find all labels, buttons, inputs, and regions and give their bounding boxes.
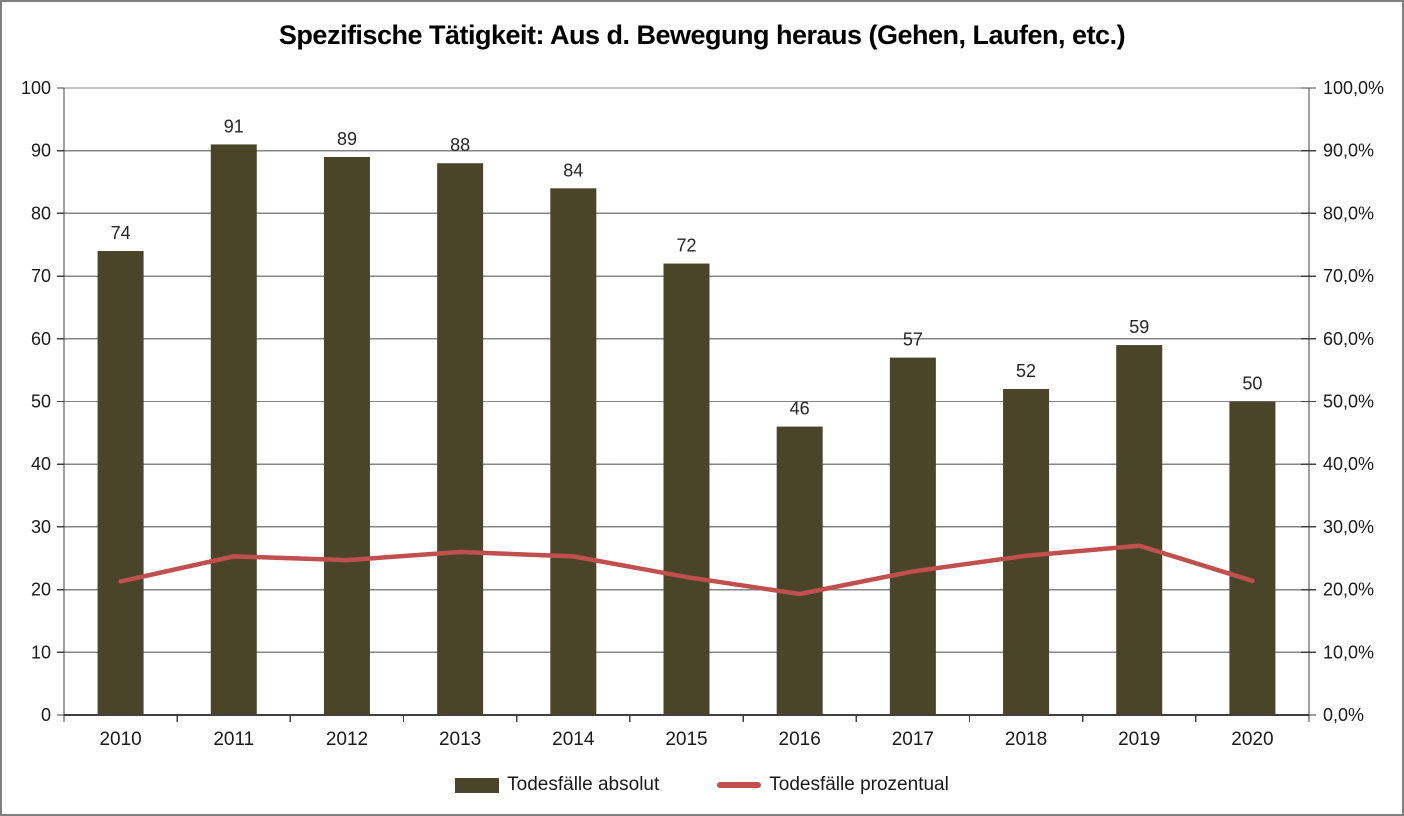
- bar-2019: [1116, 345, 1163, 715]
- right-axis-label-3: 30,0%: [1323, 517, 1374, 537]
- right-axis-label-9: 90,0%: [1323, 141, 1374, 161]
- bar-2012: [323, 156, 370, 716]
- chart-title: Spezifische Tätigkeit: Aus d. Bewegung h…: [278, 20, 1126, 50]
- bar-2017: [889, 357, 936, 715]
- left-axis-label-40: 40: [31, 454, 51, 474]
- right-axis-label-7: 70,0%: [1323, 266, 1374, 286]
- bar-label-2013: 88: [450, 135, 470, 155]
- bar-label-2019: 59: [1129, 317, 1149, 337]
- legend-bar-swatch: [455, 777, 500, 793]
- left-axis-label-70: 70: [31, 266, 51, 286]
- bar-2015: [663, 263, 710, 715]
- x-axis-label-2012: 2012: [326, 729, 368, 750]
- bar-label-2010: 74: [111, 223, 131, 243]
- right-axis-label-2: 20,0%: [1323, 580, 1374, 600]
- left-axis-label-80: 80: [31, 203, 51, 223]
- bar-label-2011: 91: [224, 116, 244, 136]
- x-axis-label-2011: 2011: [213, 729, 254, 750]
- bar-2016: [776, 426, 823, 715]
- left-axis-label-60: 60: [31, 329, 51, 349]
- bar-2013: [437, 163, 484, 716]
- x-axis-label-2013: 2013: [439, 729, 481, 750]
- bar-label-2018: 52: [1016, 361, 1036, 381]
- left-axis-label-50: 50: [31, 392, 51, 412]
- legend-line-swatch: [717, 782, 762, 788]
- right-axis-label-1: 10,0%: [1323, 642, 1374, 662]
- x-axis-label-2010: 2010: [99, 729, 141, 750]
- legend-line-label: Todesfälle prozentual: [769, 774, 949, 795]
- bar-label-2012: 89: [337, 129, 357, 149]
- x-axis-label-2016: 2016: [779, 729, 821, 750]
- percent-line: [118, 543, 1255, 597]
- legend-bar-label: Todesfälle absolut: [507, 774, 660, 795]
- right-axis-label-6: 60,0%: [1323, 329, 1374, 349]
- right-axis-label-5: 50,0%: [1323, 392, 1374, 412]
- x-axis-label-2014: 2014: [552, 729, 595, 750]
- bar-2011: [210, 144, 257, 715]
- left-axis-label-10: 10: [31, 642, 51, 662]
- x-axis-label-2017: 2017: [892, 729, 934, 750]
- legend-item-bars: Todesfälle absolut: [455, 774, 659, 796]
- right-axis-label-8: 80,0%: [1323, 203, 1374, 223]
- chart-legend: Todesfälle absolut Todesfälle prozentual: [2, 774, 1402, 796]
- bar-2014: [550, 188, 597, 715]
- x-axis-label-2015: 2015: [665, 729, 707, 750]
- bar-label-2015: 72: [676, 236, 696, 256]
- bar-2020: [1229, 401, 1276, 715]
- right-axis-label-4: 40,0%: [1323, 454, 1374, 474]
- left-axis-label-100: 100: [21, 78, 51, 98]
- legend-item-line: Todesfälle prozentual: [717, 774, 949, 796]
- bar-label-2017: 57: [903, 330, 923, 350]
- left-axis-label-20: 20: [31, 580, 51, 600]
- right-axis-label-0: 0,0%: [1323, 705, 1364, 725]
- left-axis-label-30: 30: [31, 517, 51, 537]
- bar-label-2016: 46: [790, 399, 810, 419]
- right-axis-label-10: 100,0%: [1323, 78, 1384, 98]
- x-axis-label-2018: 2018: [1005, 729, 1047, 750]
- left-axis-label-90: 90: [31, 141, 51, 161]
- bar-label-2014: 84: [563, 160, 583, 180]
- x-axis-label-2020: 2020: [1231, 729, 1273, 750]
- left-axis-label-0: 0: [41, 705, 51, 725]
- bar-label-2020: 50: [1242, 374, 1262, 394]
- bar-2018: [1003, 388, 1050, 715]
- x-axis-label-2019: 2019: [1118, 729, 1160, 750]
- bar-2010: [97, 251, 144, 715]
